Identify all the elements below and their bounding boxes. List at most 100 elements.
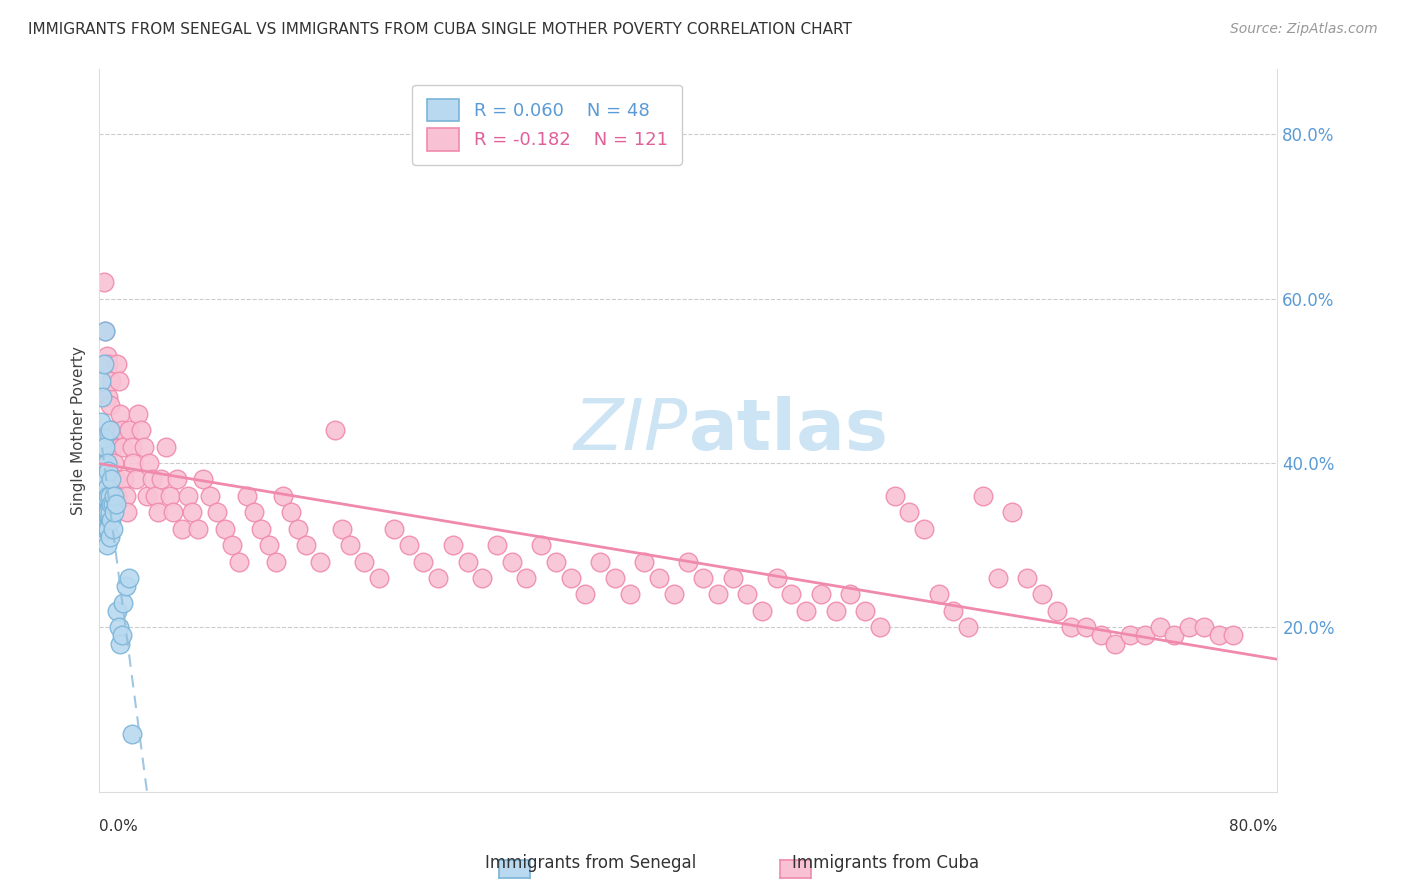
Point [96, 522, 118, 536]
Point [972, 489, 994, 503]
Point [170, 522, 193, 536]
Point [98, 530, 121, 544]
Point [187, 522, 209, 536]
Point [97, 489, 120, 503]
Point [427, 571, 450, 585]
Point [93, 431, 115, 445]
Point [1222, 628, 1244, 642]
Point [471, 571, 494, 585]
Text: 80.0%: 80.0% [1229, 820, 1278, 834]
Point [398, 538, 420, 552]
Point [115, 489, 138, 503]
Point [294, 538, 316, 552]
Point [928, 587, 950, 601]
Point [135, 489, 157, 503]
Point [93, 275, 115, 289]
Point [1031, 587, 1053, 601]
Point [111, 440, 134, 454]
Point [264, 555, 287, 569]
Text: Source: ZipAtlas.com: Source: ZipAtlas.com [1230, 22, 1378, 37]
Point [737, 587, 759, 601]
Point [93, 357, 115, 371]
Point [138, 456, 160, 470]
Point [91, 472, 114, 486]
Point [883, 489, 905, 503]
Point [108, 637, 131, 651]
Point [111, 596, 134, 610]
Point [129, 423, 152, 437]
Point [898, 505, 921, 519]
Point [103, 456, 125, 470]
Point [530, 538, 553, 552]
Point [207, 505, 229, 519]
Point [100, 423, 122, 437]
Point [103, 489, 125, 503]
Point [96, 505, 118, 519]
Point [441, 538, 464, 552]
Point [198, 489, 221, 503]
Point [765, 571, 787, 585]
Point [1192, 620, 1215, 634]
Point [574, 587, 596, 601]
Point [90, 415, 112, 429]
Point [93, 489, 115, 503]
Text: ZIP: ZIP [574, 395, 689, 465]
Point [721, 571, 744, 585]
Point [117, 505, 139, 519]
Point [105, 489, 128, 503]
Point [94, 472, 117, 486]
Point [853, 604, 876, 618]
Point [603, 571, 626, 585]
Point [118, 423, 141, 437]
Point [118, 571, 141, 585]
Point [1090, 628, 1112, 642]
Point [181, 505, 204, 519]
Point [287, 522, 309, 536]
Point [987, 571, 1010, 585]
Point [98, 423, 121, 437]
Point [94, 505, 117, 519]
Point [94, 325, 117, 339]
Point [751, 604, 773, 618]
Text: IMMIGRANTS FROM SENEGAL VS IMMIGRANTS FROM CUBA SINGLE MOTHER POVERTY CORRELATIO: IMMIGRANTS FROM SENEGAL VS IMMIGRANTS FR… [28, 22, 852, 37]
Point [114, 472, 136, 486]
Point [1208, 628, 1230, 642]
Point [96, 481, 118, 495]
Point [98, 399, 121, 413]
Point [839, 587, 862, 601]
Point [1001, 505, 1024, 519]
Point [94, 489, 117, 503]
Point [159, 489, 181, 503]
Point [93, 505, 115, 519]
Point [104, 497, 127, 511]
Point [97, 390, 120, 404]
Point [98, 505, 121, 519]
Point [105, 357, 128, 371]
Point [103, 423, 125, 437]
Point [323, 423, 346, 437]
Point [91, 489, 114, 503]
Text: Immigrants from Senegal: Immigrants from Senegal [485, 855, 696, 872]
Point [100, 513, 122, 527]
Point [94, 440, 117, 454]
Point [368, 571, 391, 585]
Point [662, 587, 685, 601]
Point [94, 522, 117, 536]
Point [103, 505, 125, 519]
Point [91, 390, 114, 404]
Point [96, 538, 118, 552]
Point [912, 522, 935, 536]
Point [162, 505, 184, 519]
Point [869, 620, 891, 634]
Point [108, 407, 131, 421]
Point [794, 604, 817, 618]
Point [177, 489, 200, 503]
Point [155, 440, 177, 454]
Point [824, 604, 846, 618]
Point [91, 456, 114, 470]
Point [339, 538, 361, 552]
Point [191, 472, 214, 486]
Point [127, 407, 149, 421]
Point [235, 489, 257, 503]
Point [810, 587, 832, 601]
